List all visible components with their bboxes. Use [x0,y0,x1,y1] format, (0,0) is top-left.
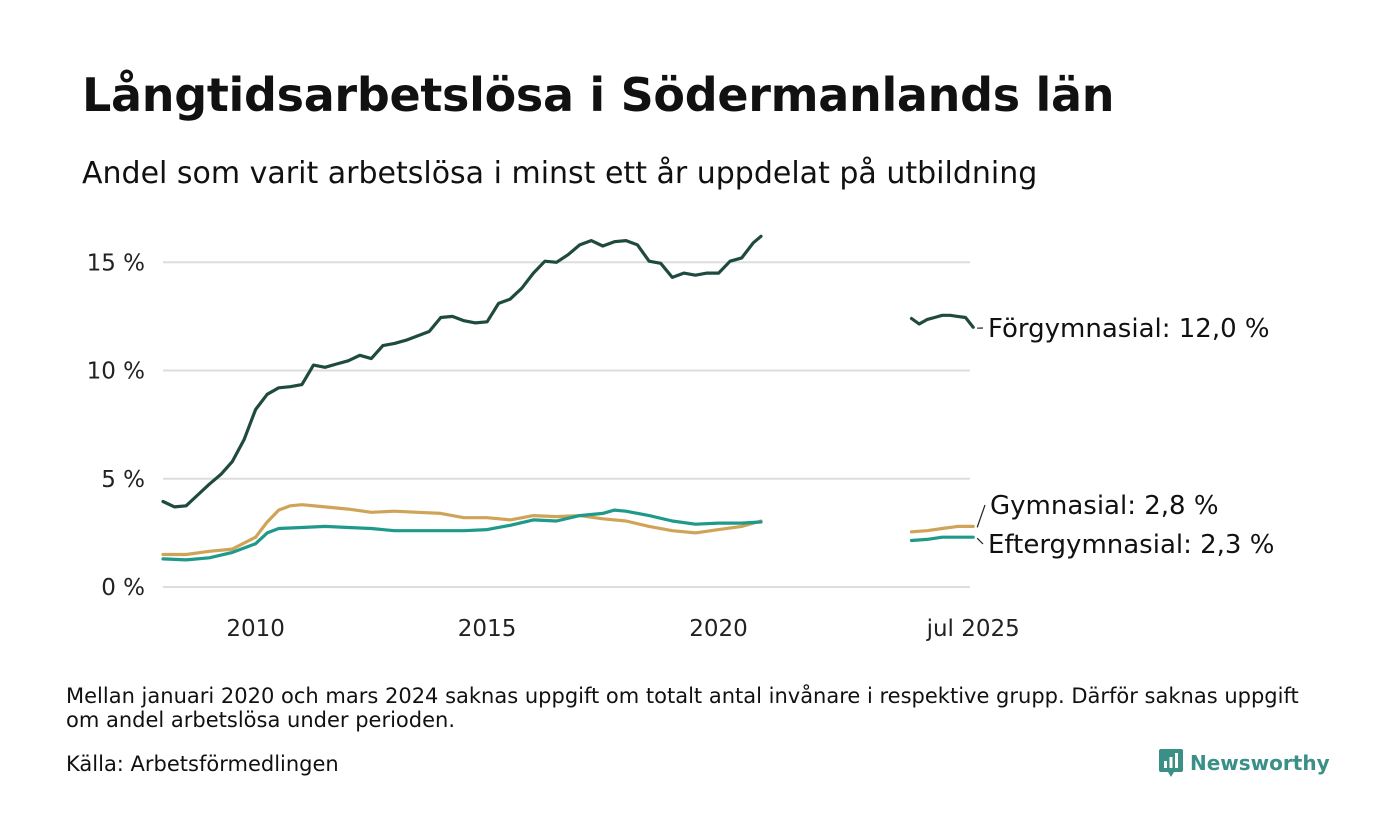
series-end-labels: Förgymnasial: 12,0 % Gymnasial: 2,8 % Efte… [976,314,1274,560]
x-tick-label: 2010 [226,616,285,642]
source-credit: Källa: Arbetsförmedlingen [66,752,339,776]
newsworthy-logo: Newsworthy [1158,748,1330,778]
footnote: Mellan januari 2020 och mars 2024 saknas… [66,684,1299,732]
y-tick-label: 15 % [87,250,145,276]
end-label-gymnasial: Gymnasial: 2,8 % [990,491,1219,521]
chart-subtitle: Andel som varit arbetslösa i minst ett å… [82,156,1038,191]
gridlines [163,261,970,588]
series-line-gymnasial-segment-1 [909,524,975,534]
series-line-eftergymnasial-segment-0 [161,508,763,562]
leader-line-eftergymnasial [976,537,984,545]
x-axis-tick-labels: 2010 2015 2020 jul 2025 [226,616,1019,642]
y-tick-label: 0 % [101,575,145,601]
end-label-forgymnasial: Förgymnasial: 12,0 % [988,314,1270,344]
chart-title: Långtidsarbetslösa i Södermanlands län [82,68,1115,122]
leader-line-gymnasial [976,504,986,528]
series-line-eftergymnasial-segment-1 [909,535,975,543]
x-tick-label: jul 2025 [926,616,1020,642]
y-tick-label: 10 % [87,359,145,385]
end-label-eftergymnasial: Eftergymnasial: 2,3 % [988,530,1274,560]
y-tick-label: 5 % [101,467,145,493]
y-axis-tick-labels: 0 % 5 % 10 % 15 % [87,250,145,601]
newsworthy-logo-icon [1159,749,1183,777]
newsworthy-brand: Newsworthy [1190,751,1330,775]
x-tick-label: 2020 [689,616,748,642]
x-tick-label: 2015 [458,616,517,642]
series-line-gymnasial-segment-0 [161,503,763,557]
series-lines [161,234,975,562]
series-line-forgymnasial-segment-1 [909,313,975,329]
line-chart: 0 % 5 % 10 % 15 % 2010 2015 2020 jul 2025 Förg… [87,234,1274,642]
series-line-forgymnasial-segment-0 [161,234,763,509]
